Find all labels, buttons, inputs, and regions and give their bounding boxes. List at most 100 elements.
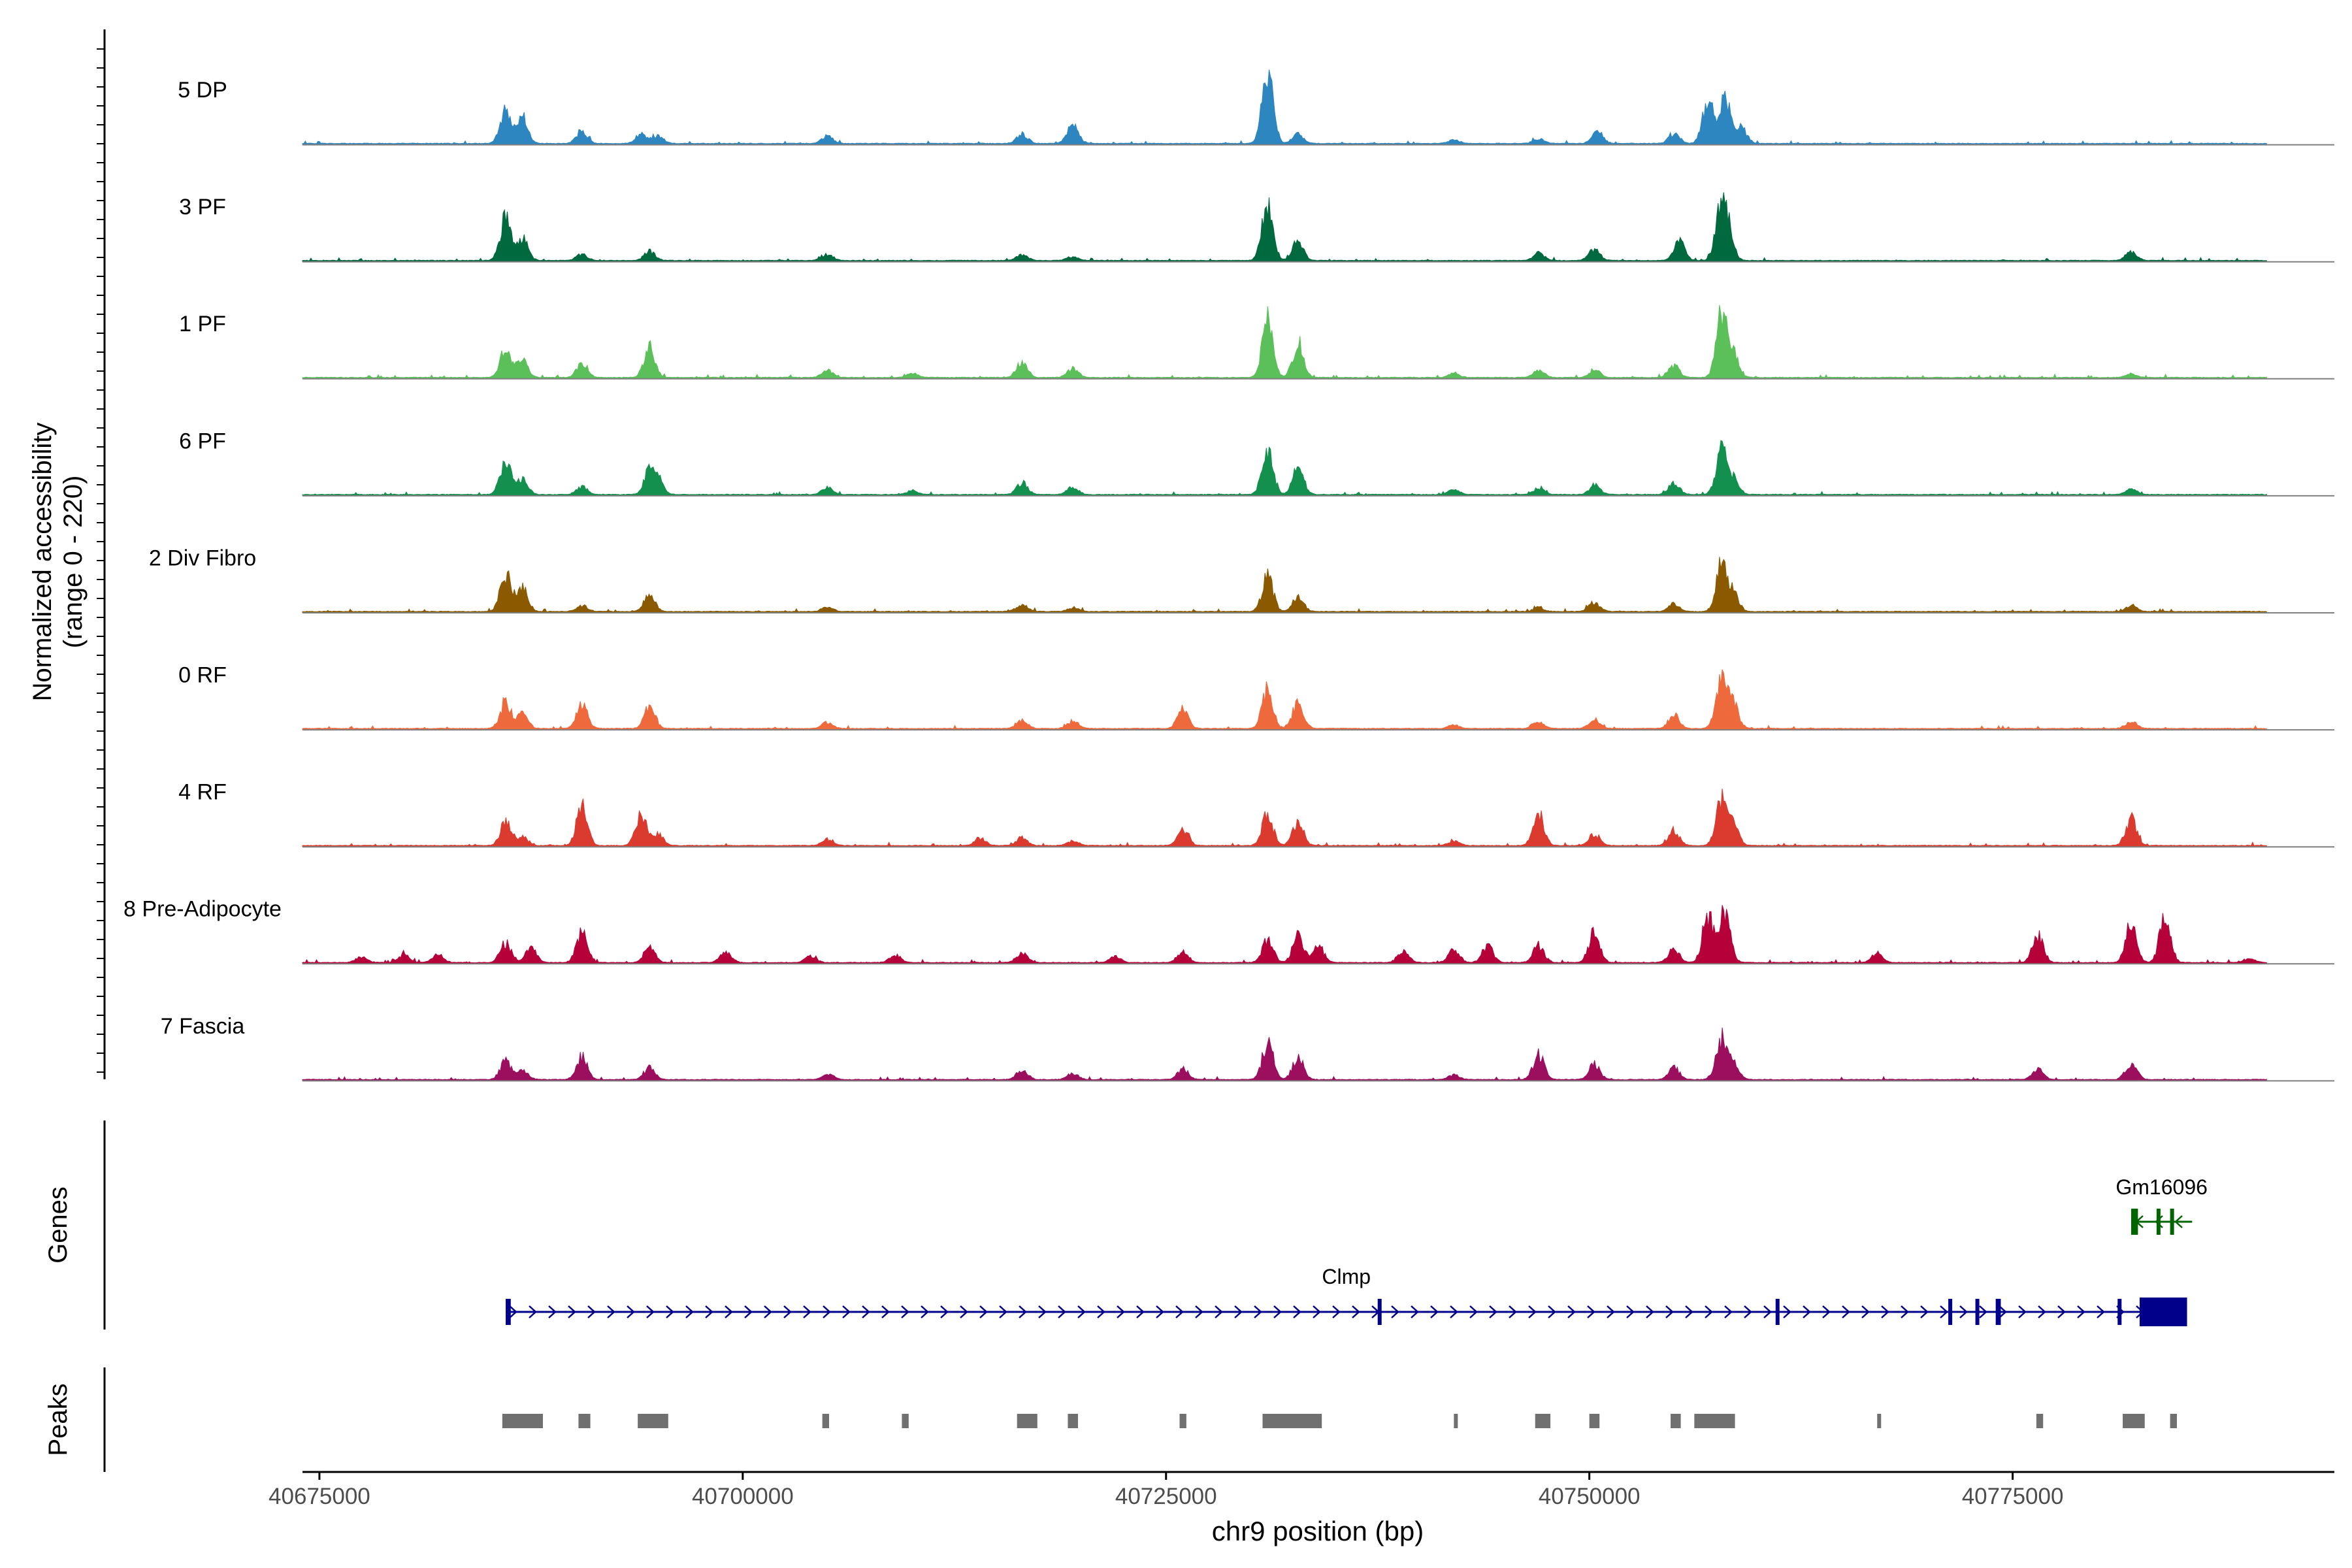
strand-arrow: [529, 1305, 537, 1318]
coverage-y-ticks: [97, 48, 105, 1073]
strand-arrow: [1215, 1305, 1223, 1318]
gene-model: Clmp: [506, 1265, 2187, 1326]
strand-arrow: [1077, 1305, 1086, 1318]
strand-arrow: [1901, 1305, 1909, 1318]
track-label: 7 Fascia: [161, 1014, 245, 1039]
strand-arrow: [1450, 1305, 1458, 1318]
coverage-track: 0 RF: [178, 663, 2334, 731]
track-label: 0 RF: [178, 663, 227, 688]
strand-arrow: [783, 1305, 792, 1318]
gene-model: Gm16096: [2115, 1175, 2208, 1235]
gene-exon: [2139, 1298, 2187, 1326]
peak-region: [1589, 1414, 1600, 1428]
strand-arrow: [1685, 1305, 1693, 1318]
peak-region: [502, 1414, 544, 1428]
genes-track: Clmp Gm16096: [506, 1175, 2208, 1326]
strand-arrow: [2174, 1215, 2183, 1228]
strand-arrow: [1665, 1305, 1674, 1318]
gene-exon: [2156, 1209, 2161, 1235]
peaks-track: [502, 1414, 2177, 1428]
strand-arrow: [1783, 1305, 1791, 1318]
strand-arrow: [1567, 1305, 1576, 1318]
strand-arrow: [842, 1305, 851, 1318]
strand-arrow: [1234, 1305, 1243, 1318]
x-tick-label: 40750000: [1539, 1484, 1641, 1509]
strand-arrow: [1254, 1305, 1262, 1318]
peak-region: [1179, 1414, 1186, 1428]
gene-exon: [2170, 1209, 2174, 1235]
strand-arrow: [1391, 1305, 1399, 1318]
strand-arrow: [803, 1305, 811, 1318]
peak-region: [578, 1414, 591, 1428]
strand-arrow: [1705, 1305, 1713, 1318]
strand-arrow: [979, 1305, 988, 1318]
peak-region: [1017, 1414, 1037, 1428]
strand-arrow: [2018, 1305, 2027, 1318]
strand-arrow: [1352, 1305, 1360, 1318]
strand-arrow: [1038, 1305, 1047, 1318]
coverage-track: 8 Pre-Adipocyte: [123, 897, 2334, 965]
strand-arrow: [2077, 1305, 2085, 1318]
strand-arrow: [1195, 1305, 1203, 1318]
strand-arrow: [1273, 1305, 1282, 1318]
strand-arrow: [764, 1305, 772, 1318]
gene-exon: [506, 1299, 511, 1325]
y-axis-title-line2: (range 0 - 220): [59, 476, 88, 649]
gene-exon: [2131, 1209, 2138, 1235]
coverage-area: [302, 304, 2267, 379]
strand-arrow: [1332, 1305, 1341, 1318]
coverage-track: 5 DP: [178, 69, 2334, 146]
strand-arrow: [1528, 1305, 1537, 1318]
peak-region: [2123, 1414, 2145, 1428]
track-label: 5 DP: [178, 78, 227, 103]
strand-arrow: [1313, 1305, 1321, 1318]
coverage-area: [302, 192, 2267, 262]
peak-region: [2170, 1414, 2177, 1428]
strand-arrow: [1822, 1305, 1831, 1318]
strand-arrow: [1881, 1305, 1889, 1318]
strand-arrow: [1411, 1305, 1419, 1318]
strand-arrow: [646, 1305, 655, 1318]
strand-arrow: [1136, 1305, 1145, 1318]
peak-region: [1535, 1414, 1551, 1428]
gene-exon: [1975, 1299, 1980, 1325]
gene-name-label: Clmp: [1322, 1265, 1371, 1288]
strand-arrow: [1587, 1305, 1595, 1318]
peak-region: [638, 1414, 668, 1428]
track-label: 4 RF: [178, 780, 227, 805]
peak-region: [1671, 1414, 1681, 1428]
strand-arrow: [1763, 1305, 1772, 1318]
strand-arrow: [1430, 1305, 1439, 1318]
peak-region: [2036, 1414, 2044, 1428]
strand-arrow: [1156, 1305, 1164, 1318]
coverage-area: [302, 440, 2267, 496]
gene-exon: [1995, 1299, 2001, 1325]
strand-arrow: [1175, 1305, 1184, 1318]
strand-arrow: [901, 1305, 909, 1318]
strand-arrow: [1940, 1305, 1948, 1318]
genes-track-label: Genes: [44, 1186, 73, 1264]
coverage-track: 4 RF: [178, 780, 2334, 848]
strand-arrow: [960, 1305, 968, 1318]
strand-arrow: [666, 1305, 674, 1318]
strand-arrow: [725, 1305, 733, 1318]
coverage-track: 1 PF: [179, 304, 2334, 380]
strand-arrow: [1548, 1305, 1556, 1318]
strand-arrow: [1293, 1305, 1301, 1318]
track-label: 3 PF: [179, 195, 226, 220]
gene-exon: [1775, 1299, 1780, 1325]
strand-arrow: [1861, 1305, 1870, 1318]
coverage-track: 2 Div Fibro: [149, 546, 2334, 613]
x-tick-label: 40725000: [1115, 1484, 1217, 1509]
strand-arrow: [1842, 1305, 1850, 1318]
x-tick-label: 40700000: [692, 1484, 794, 1509]
track-label: 8 Pre-Adipocyte: [123, 897, 282, 922]
strand-arrow: [2097, 1305, 2105, 1318]
peak-region: [822, 1414, 830, 1428]
strand-arrow: [1626, 1305, 1635, 1318]
strand-arrow: [862, 1305, 870, 1318]
strand-arrow: [1803, 1305, 1811, 1318]
strand-arrow: [2057, 1305, 2066, 1318]
strand-arrow: [1509, 1305, 1517, 1318]
